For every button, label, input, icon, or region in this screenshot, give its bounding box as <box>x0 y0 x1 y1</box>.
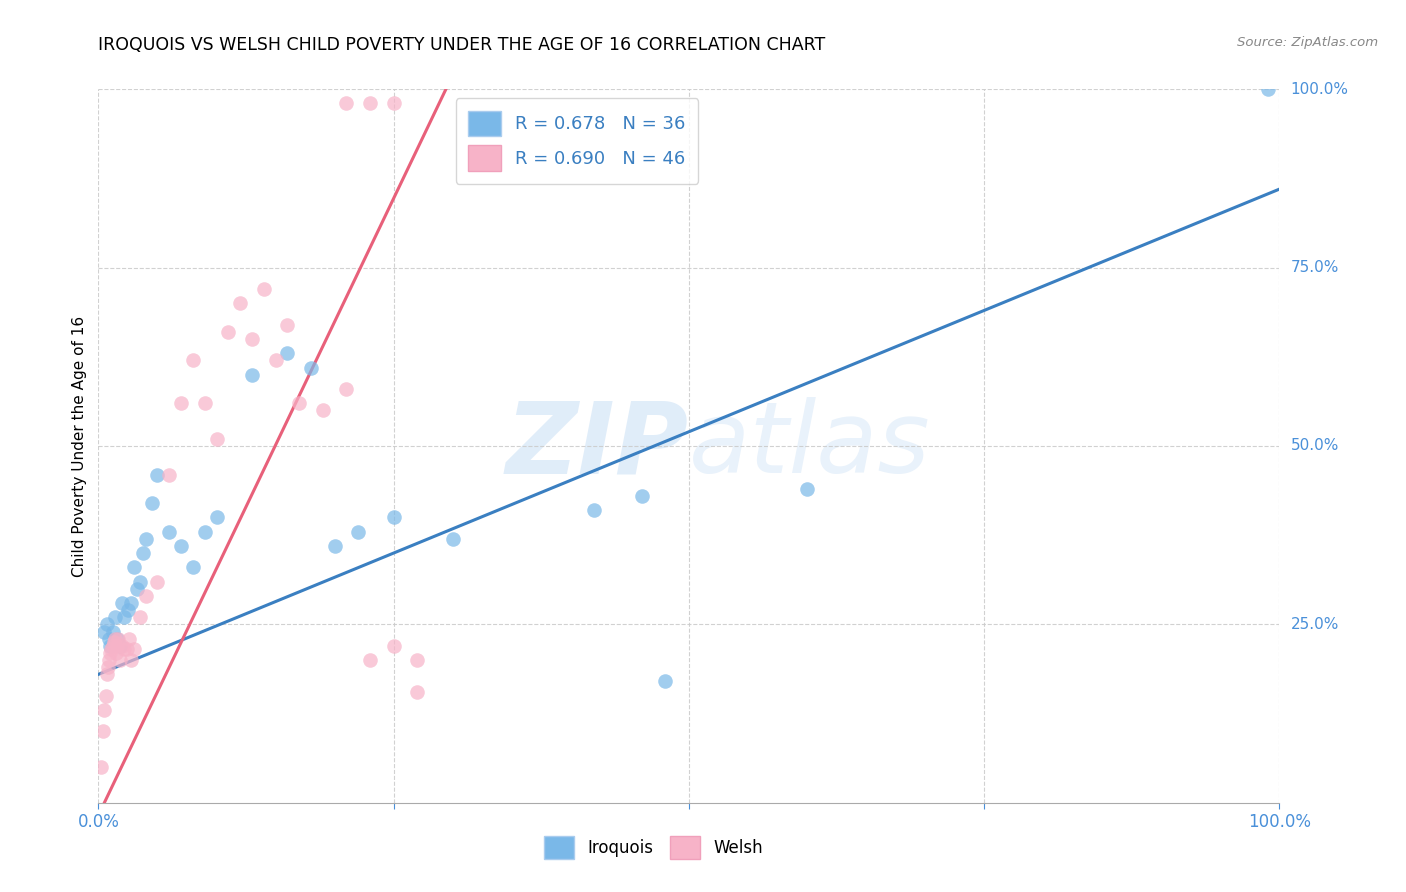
Point <box>112 610 135 624</box>
Point <box>101 639 124 653</box>
Point <box>630 489 652 503</box>
Point <box>264 353 287 368</box>
Point <box>112 642 135 657</box>
Point <box>128 574 150 589</box>
Point <box>103 635 125 649</box>
Point <box>796 482 818 496</box>
Point <box>118 632 141 646</box>
Point <box>217 325 239 339</box>
Point <box>181 353 204 368</box>
Point <box>157 524 180 539</box>
Point <box>121 596 143 610</box>
Point <box>382 96 405 111</box>
Point <box>359 653 381 667</box>
Point <box>135 532 157 546</box>
Text: 50.0%: 50.0% <box>1291 439 1339 453</box>
Point <box>98 646 121 660</box>
Text: ZIP: ZIP <box>506 398 689 494</box>
Point <box>135 589 157 603</box>
Point <box>96 667 118 681</box>
Point <box>107 632 129 646</box>
Point <box>108 639 131 653</box>
Point <box>194 396 217 410</box>
Point <box>104 610 127 624</box>
Point <box>128 610 150 624</box>
Point <box>141 496 163 510</box>
Point <box>105 639 128 653</box>
Point <box>94 689 117 703</box>
Legend: Iroquois, Welsh: Iroquois, Welsh <box>537 829 769 866</box>
Point <box>253 282 276 296</box>
Text: IROQUOIS VS WELSH CHILD POVERTY UNDER THE AGE OF 16 CORRELATION CHART: IROQUOIS VS WELSH CHILD POVERTY UNDER TH… <box>98 36 825 54</box>
Point <box>157 467 180 482</box>
Text: 100.0%: 100.0% <box>1291 82 1348 96</box>
Point <box>205 432 228 446</box>
Point <box>98 632 121 646</box>
Point <box>323 539 346 553</box>
Text: 25.0%: 25.0% <box>1291 617 1339 632</box>
Point <box>181 560 204 574</box>
Point <box>382 510 405 524</box>
Point <box>359 96 381 111</box>
Point <box>93 624 115 639</box>
Point <box>406 685 429 699</box>
Point <box>96 617 118 632</box>
Point <box>347 524 370 539</box>
Point <box>276 318 298 332</box>
Point <box>122 642 145 657</box>
Point <box>104 632 127 646</box>
Text: atlas: atlas <box>689 398 931 494</box>
Point <box>93 703 115 717</box>
Point <box>97 660 120 674</box>
Point <box>583 503 606 517</box>
Point <box>654 674 676 689</box>
Point <box>229 296 252 310</box>
Point <box>170 396 193 410</box>
Point <box>105 646 128 660</box>
Point <box>288 396 311 410</box>
Text: Source: ZipAtlas.com: Source: ZipAtlas.com <box>1237 36 1378 49</box>
Point <box>146 467 169 482</box>
Point <box>205 510 228 524</box>
Point <box>111 639 134 653</box>
Point <box>146 574 169 589</box>
Point <box>132 546 155 560</box>
Point <box>101 624 124 639</box>
Point <box>105 632 128 646</box>
Point <box>98 653 121 667</box>
Point <box>91 724 114 739</box>
Y-axis label: Child Poverty Under the Age of 16: Child Poverty Under the Age of 16 <box>72 316 87 576</box>
Point <box>127 582 149 596</box>
Point <box>111 596 134 610</box>
Point <box>441 532 464 546</box>
Point <box>170 539 193 553</box>
Point <box>406 653 429 667</box>
Point <box>335 96 357 111</box>
Point <box>276 346 298 360</box>
Text: 75.0%: 75.0% <box>1291 260 1339 275</box>
Point <box>98 639 121 653</box>
Point <box>194 524 217 539</box>
Point <box>122 560 145 574</box>
Point <box>108 653 131 667</box>
Point <box>240 368 263 382</box>
Point <box>115 642 138 657</box>
Point <box>312 403 335 417</box>
Point <box>382 639 405 653</box>
Point <box>90 760 112 774</box>
Point <box>100 642 122 657</box>
Point <box>117 603 139 617</box>
Point <box>121 653 143 667</box>
Point <box>335 382 357 396</box>
Point <box>1257 82 1279 96</box>
Point <box>299 360 322 375</box>
Point <box>240 332 263 346</box>
